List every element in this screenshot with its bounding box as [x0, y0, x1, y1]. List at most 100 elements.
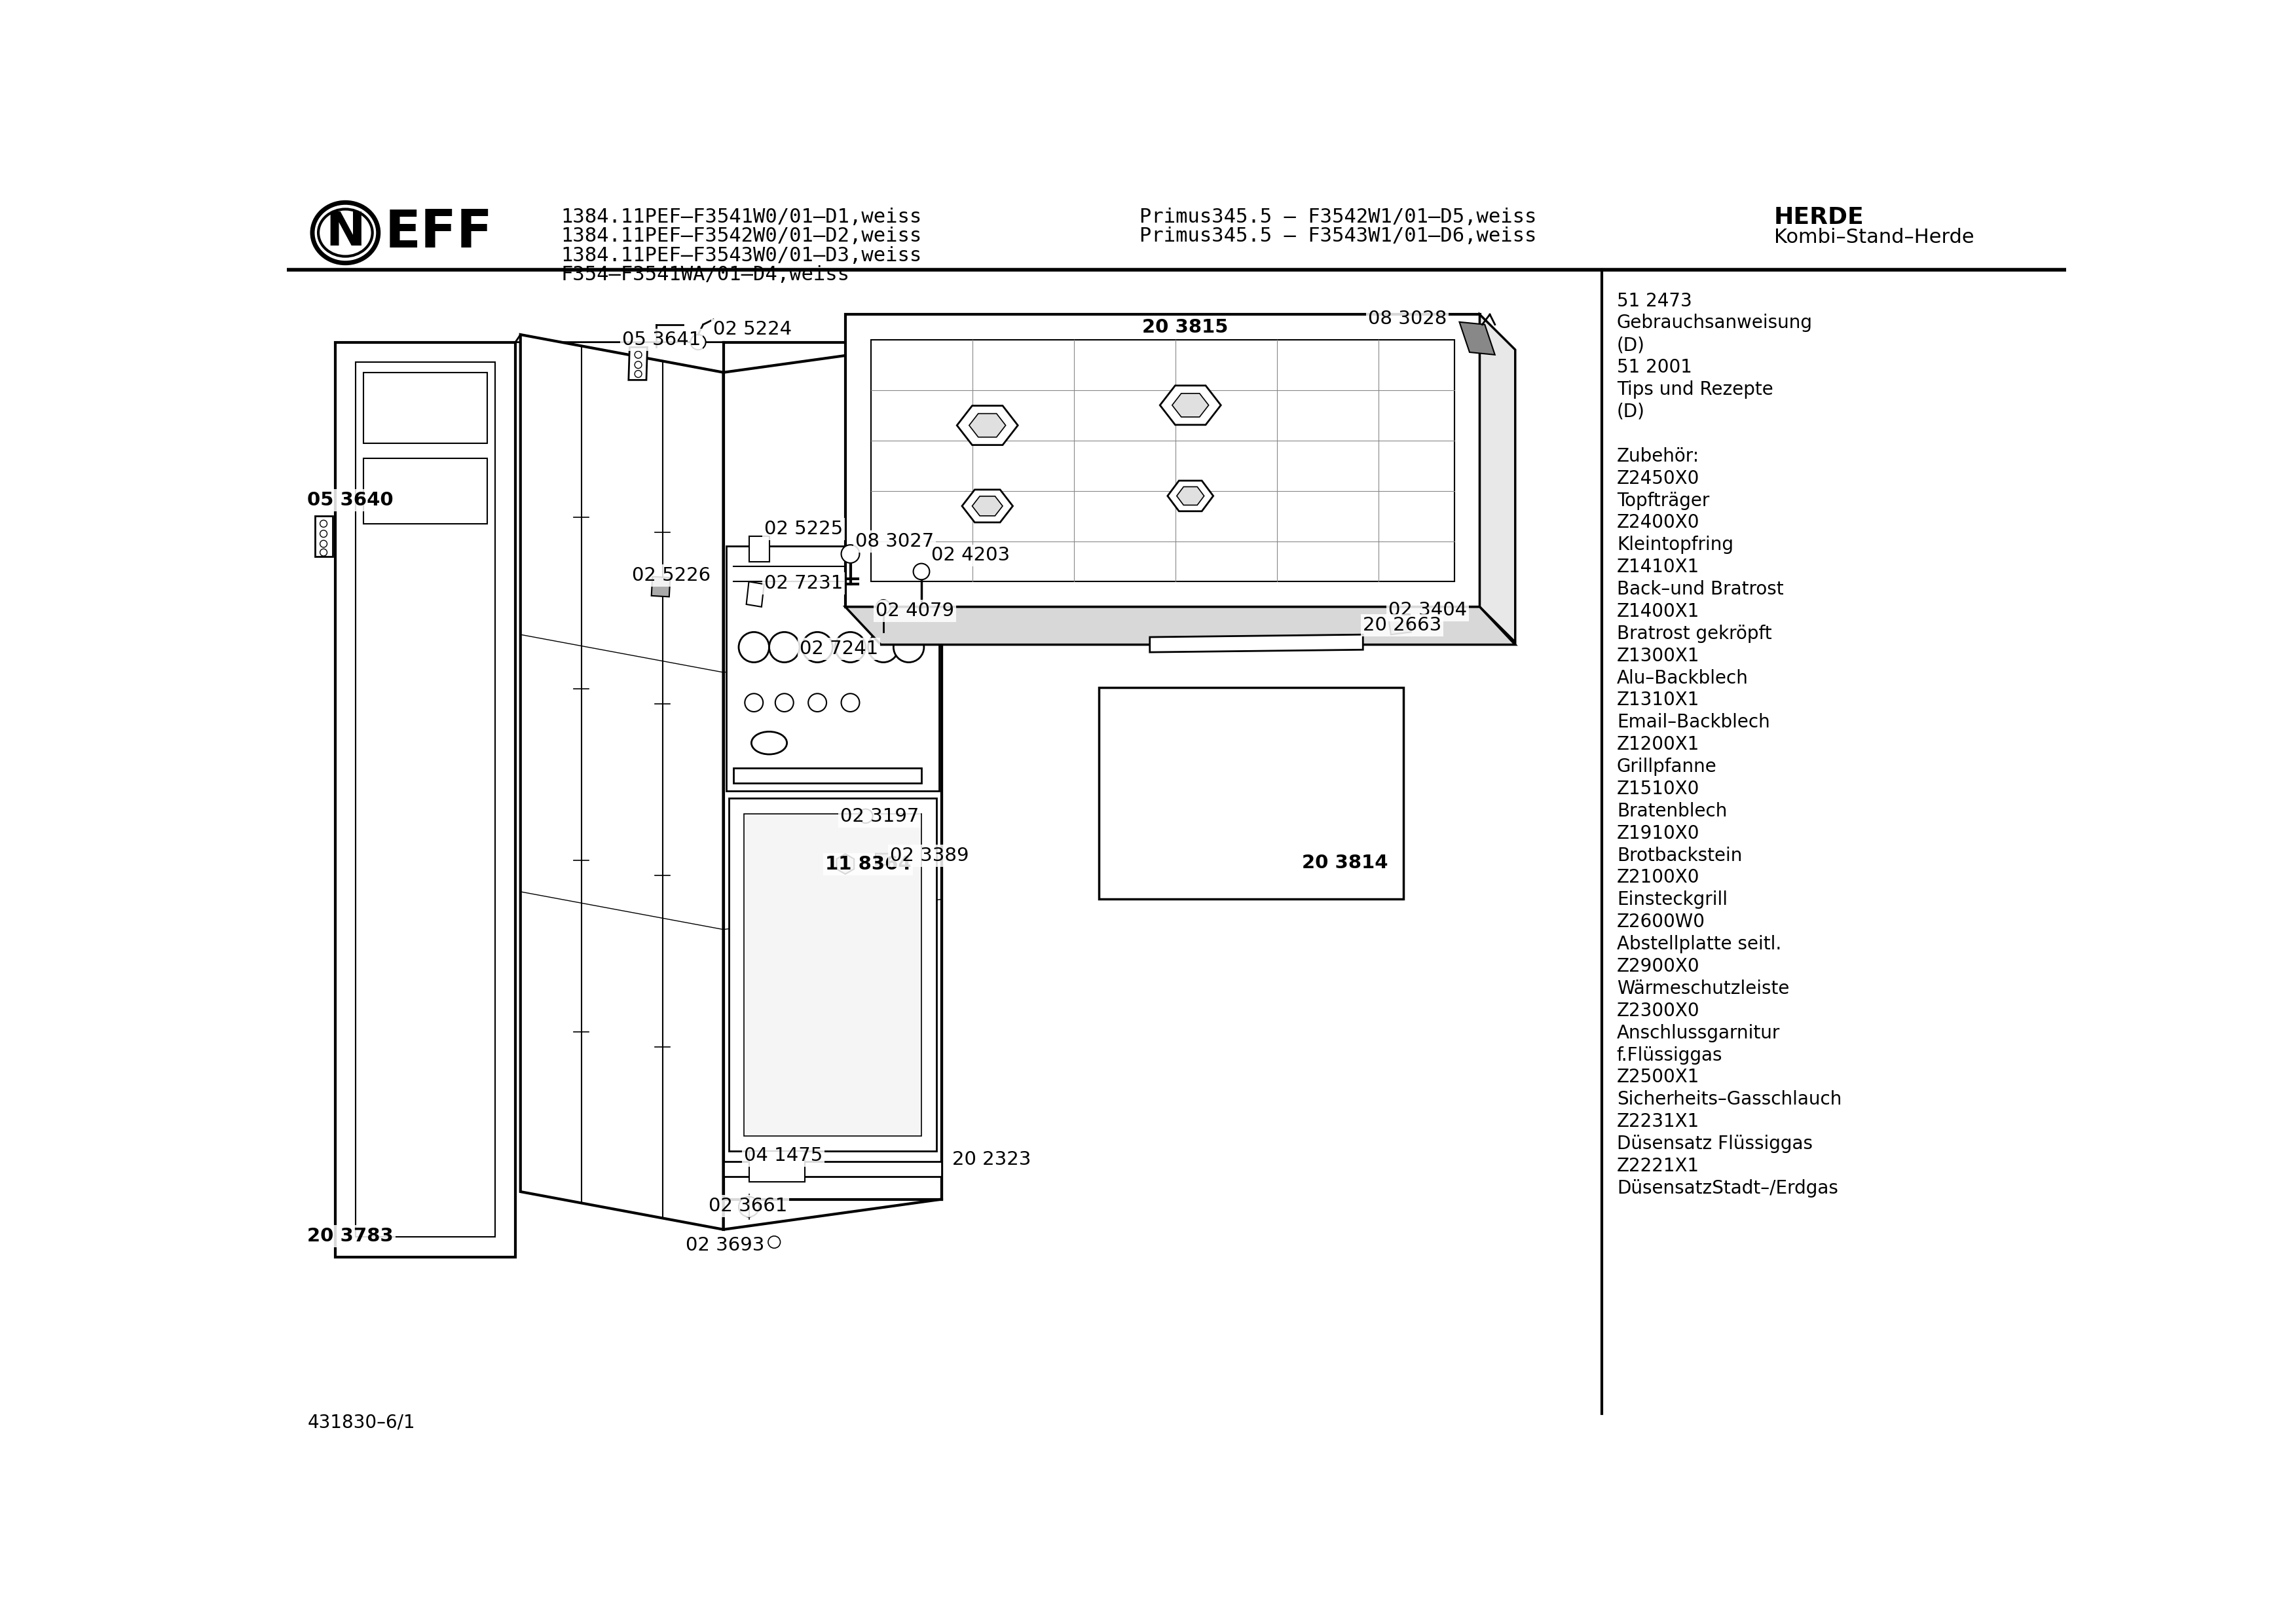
Polygon shape: [652, 577, 670, 596]
Circle shape: [319, 540, 326, 548]
Circle shape: [769, 632, 799, 663]
Text: 05 3640: 05 3640: [308, 492, 393, 509]
Circle shape: [634, 351, 643, 358]
Polygon shape: [971, 496, 1003, 516]
Circle shape: [836, 632, 866, 663]
Text: 02 3389: 02 3389: [891, 846, 969, 864]
Text: Sicherheits–Gasschlauch: Sicherheits–Gasschlauch: [1616, 1090, 1841, 1109]
Polygon shape: [728, 798, 937, 1151]
Text: 11 8364: 11 8364: [824, 854, 912, 874]
Polygon shape: [723, 342, 941, 1230]
Polygon shape: [845, 314, 1479, 606]
Text: Kombi–Stand–Herde: Kombi–Stand–Herde: [1775, 227, 1975, 247]
Text: Grillpfanne: Grillpfanne: [1616, 758, 1717, 775]
Text: Z1410X1: Z1410X1: [1616, 558, 1699, 575]
Text: Z1400X1: Z1400X1: [1616, 603, 1699, 621]
Text: 1384.11PEF–F3541W0/01–D1,weiss: 1384.11PEF–F3541W0/01–D1,weiss: [560, 208, 923, 227]
Text: Z1200X1: Z1200X1: [1616, 735, 1699, 754]
Text: F354–F3541WA/01–D4,weiss: F354–F3541WA/01–D4,weiss: [560, 264, 850, 284]
Text: 02 4203: 02 4203: [932, 546, 1010, 564]
Text: (D): (D): [1616, 403, 1644, 421]
Text: Z2100X0: Z2100X0: [1616, 869, 1699, 887]
Polygon shape: [315, 516, 333, 556]
Text: 1384.11PEF–F3543W0/01–D3,weiss: 1384.11PEF–F3543W0/01–D3,weiss: [560, 247, 923, 264]
Circle shape: [739, 632, 769, 663]
Text: 05 3641: 05 3641: [622, 330, 700, 348]
Text: 20 3815: 20 3815: [1141, 319, 1228, 337]
Text: Z1310X1: Z1310X1: [1616, 692, 1699, 709]
Text: Anschlussgarnitur: Anschlussgarnitur: [1616, 1024, 1779, 1041]
Text: 20 2323: 20 2323: [953, 1151, 1031, 1169]
Text: 20 3814: 20 3814: [1302, 854, 1389, 872]
Text: Primus345.5 – F3542W1/01–D5,weiss: Primus345.5 – F3542W1/01–D5,weiss: [1139, 208, 1536, 227]
Circle shape: [877, 600, 891, 614]
Text: (D): (D): [1616, 337, 1644, 355]
Text: Brotbackstein: Brotbackstein: [1616, 846, 1743, 864]
Text: Primus345.5 – F3543W1/01–D6,weiss: Primus345.5 – F3543W1/01–D6,weiss: [1139, 227, 1536, 245]
Polygon shape: [723, 1161, 941, 1177]
Circle shape: [801, 632, 833, 663]
Circle shape: [840, 545, 859, 563]
Polygon shape: [521, 335, 723, 1230]
Polygon shape: [748, 1151, 804, 1182]
Text: Z2450X0: Z2450X0: [1616, 469, 1699, 487]
Text: 02 4079: 02 4079: [875, 601, 955, 621]
Text: Z2600W0: Z2600W0: [1616, 912, 1706, 932]
Polygon shape: [363, 458, 487, 524]
Text: 08 3028: 08 3028: [1368, 310, 1446, 327]
Polygon shape: [746, 582, 765, 606]
Text: Topfträger: Topfträger: [1616, 492, 1708, 509]
Text: Alu–Backblech: Alu–Backblech: [1616, 669, 1747, 687]
Polygon shape: [870, 340, 1453, 582]
Polygon shape: [1479, 314, 1515, 642]
Polygon shape: [735, 769, 921, 783]
Polygon shape: [1176, 487, 1203, 505]
Text: 51 2001: 51 2001: [1616, 358, 1692, 377]
Circle shape: [868, 632, 898, 663]
Polygon shape: [363, 372, 487, 443]
Circle shape: [840, 693, 859, 713]
Text: 431830–6/1: 431830–6/1: [308, 1414, 416, 1431]
Polygon shape: [957, 406, 1017, 445]
Text: Zubehör:: Zubehör:: [1616, 447, 1699, 466]
Text: Z2221X1: Z2221X1: [1616, 1157, 1699, 1175]
Text: DüsensatzStadt–/Erdgas: DüsensatzStadt–/Erdgas: [1616, 1178, 1839, 1198]
Polygon shape: [1389, 614, 1412, 635]
Polygon shape: [514, 335, 941, 372]
Text: Düsensatz Flüssiggas: Düsensatz Flüssiggas: [1616, 1135, 1812, 1153]
Text: Wärmeschutzleiste: Wärmeschutzleiste: [1616, 980, 1789, 998]
Text: Z2300X0: Z2300X0: [1616, 1001, 1699, 1020]
Text: Back–und Bratrost: Back–und Bratrost: [1616, 580, 1784, 598]
Text: 02 5226: 02 5226: [631, 566, 712, 585]
Polygon shape: [726, 546, 939, 791]
Text: 20 3783: 20 3783: [308, 1227, 393, 1246]
Circle shape: [691, 335, 705, 350]
Text: Tips und Rezepte: Tips und Rezepte: [1616, 380, 1773, 398]
Text: 51 2473: 51 2473: [1616, 292, 1692, 310]
Polygon shape: [748, 537, 769, 561]
Text: HERDE: HERDE: [1775, 206, 1864, 229]
Circle shape: [319, 548, 326, 556]
Polygon shape: [1460, 322, 1495, 355]
Text: Gebrauchsanweisung: Gebrauchsanweisung: [1616, 314, 1812, 332]
Text: 1384.11PEF–F3542W0/01–D2,weiss: 1384.11PEF–F3542W0/01–D2,weiss: [560, 227, 923, 245]
Text: f.Flüssiggas: f.Flüssiggas: [1616, 1046, 1722, 1064]
Text: Kleintopfring: Kleintopfring: [1616, 535, 1733, 555]
Text: Bratenblech: Bratenblech: [1616, 801, 1727, 821]
Text: 08 3027: 08 3027: [856, 532, 934, 551]
Circle shape: [319, 530, 326, 537]
Text: 02 7231: 02 7231: [765, 574, 843, 593]
Polygon shape: [1100, 687, 1403, 899]
Circle shape: [319, 521, 326, 527]
Circle shape: [744, 693, 762, 713]
Polygon shape: [1169, 480, 1212, 511]
Polygon shape: [962, 490, 1013, 522]
Text: 02 3661: 02 3661: [707, 1196, 788, 1215]
Text: 02 3197: 02 3197: [840, 808, 918, 825]
Polygon shape: [1159, 385, 1221, 426]
Bar: [875, 854, 893, 866]
Text: N: N: [326, 210, 365, 255]
Polygon shape: [1173, 393, 1208, 418]
Polygon shape: [629, 347, 647, 380]
Text: Z1910X0: Z1910X0: [1616, 824, 1699, 843]
